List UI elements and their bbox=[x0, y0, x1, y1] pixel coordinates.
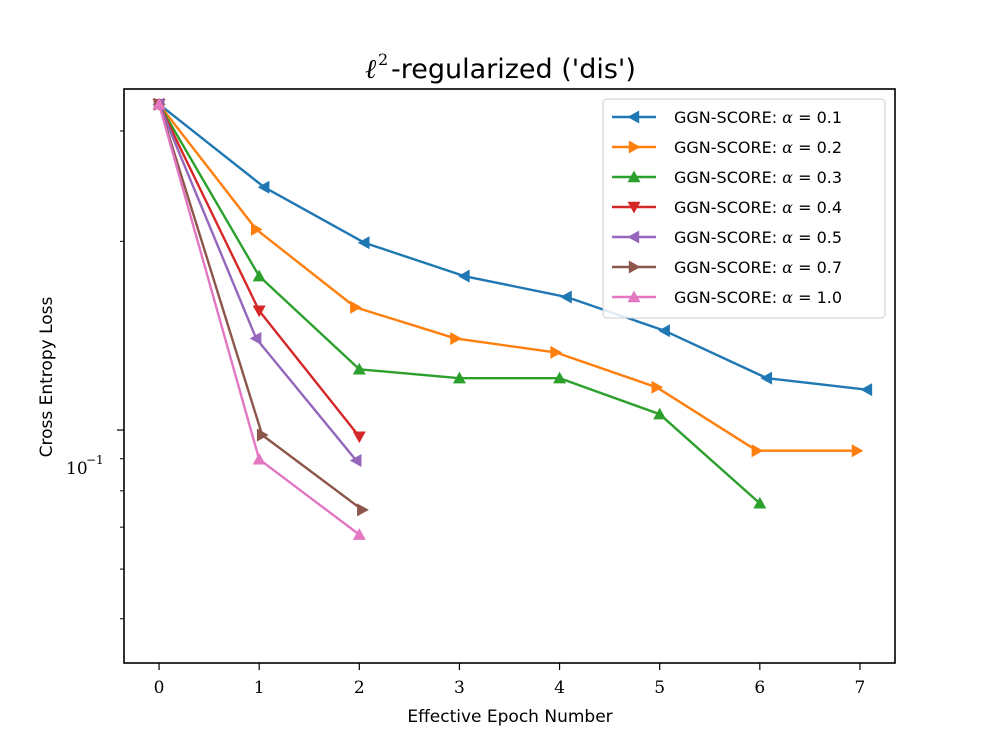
legend-label-prefix: GGN-SCORE: bbox=[674, 198, 782, 217]
legend-item-0: GGN-SCORE: α = 0.1 bbox=[612, 108, 842, 127]
legend-label-value: = 0.4 bbox=[793, 198, 842, 217]
y-axis-label: Cross Entropy Loss bbox=[37, 296, 57, 457]
x-tick-label-7: 7 bbox=[855, 678, 866, 698]
y-tick-label-exponent: −1 bbox=[86, 453, 104, 467]
plot-frame bbox=[123, 88, 896, 664]
legend-label-alpha: α bbox=[782, 138, 793, 157]
legend-label-alpha: α bbox=[782, 198, 793, 217]
series-0-point-3 bbox=[457, 269, 470, 283]
legend-label-5: GGN-SCORE: α = 0.7 bbox=[674, 258, 842, 277]
series-6-point-2 bbox=[352, 528, 366, 540]
series-1-point-7 bbox=[851, 444, 864, 458]
legend-marker-5 bbox=[628, 260, 641, 274]
legend-label-alpha: α bbox=[782, 288, 793, 307]
series-3-point-1 bbox=[252, 305, 266, 318]
series-0-point-4 bbox=[560, 290, 572, 304]
series-0-point-2 bbox=[357, 236, 370, 250]
series-2-point-3 bbox=[452, 371, 466, 384]
legend-label-2: GGN-SCORE: α = 0.3 bbox=[674, 168, 842, 187]
series-line-0 bbox=[158, 103, 868, 391]
series-2-point-4 bbox=[553, 371, 567, 384]
series-line-4 bbox=[157, 103, 358, 462]
series-0-point-6 bbox=[760, 371, 773, 385]
series-6-point-0 bbox=[152, 97, 166, 110]
legend-marker-3 bbox=[627, 201, 641, 214]
x-tick-label-2: 2 bbox=[354, 678, 365, 698]
x-tick-label-5: 5 bbox=[654, 678, 665, 698]
legend-item-3: GGN-SCORE: α = 0.4 bbox=[612, 198, 842, 217]
legend-marker-4 bbox=[627, 230, 640, 244]
series-6-point-1 bbox=[252, 452, 266, 465]
legend-item-2: GGN-SCORE: α = 0.3 bbox=[612, 168, 842, 187]
x-tick-label-6: 6 bbox=[754, 678, 765, 698]
series-0-point-7 bbox=[860, 383, 873, 397]
legend-item-6: GGN-SCORE: α = 1.0 bbox=[612, 288, 842, 307]
legend-label-alpha: α bbox=[782, 228, 793, 247]
series-2-point-1 bbox=[252, 269, 266, 282]
legend-label-prefix: GGN-SCORE: bbox=[674, 138, 782, 157]
legend-item-5: GGN-SCORE: α = 0.7 bbox=[612, 258, 842, 277]
legend-label-prefix: GGN-SCORE: bbox=[674, 228, 782, 247]
legend-item-4: GGN-SCORE: α = 0.5 bbox=[612, 228, 842, 247]
legend-label-prefix: GGN-SCORE: bbox=[674, 258, 782, 277]
legend-label-6: GGN-SCORE: α = 1.0 bbox=[674, 288, 842, 307]
legend-marker-0 bbox=[627, 110, 640, 124]
chart-title-ell: ℓ bbox=[365, 54, 377, 85]
x-axis-label: Effective Epoch Number bbox=[407, 707, 612, 727]
legend-label-value: = 0.1 bbox=[793, 108, 842, 127]
series-0 bbox=[152, 97, 873, 397]
x-tick-label-3: 3 bbox=[454, 678, 465, 698]
series-line-1 bbox=[158, 103, 857, 452]
series-1 bbox=[153, 97, 864, 458]
legend-label-prefix: GGN-SCORE: bbox=[674, 288, 782, 307]
legend-label-alpha: α bbox=[782, 168, 793, 187]
legend-label-value: = 1.0 bbox=[793, 288, 842, 307]
legend-label-prefix: GGN-SCORE: bbox=[674, 168, 782, 187]
legend-label-value: = 0.2 bbox=[793, 138, 842, 157]
x-tick-label-4: 4 bbox=[554, 678, 565, 698]
x-tick-label-0: 0 bbox=[154, 678, 165, 698]
series-1-point-5 bbox=[651, 380, 664, 394]
series-5-point-1 bbox=[256, 428, 269, 442]
series-0-point-1 bbox=[257, 180, 270, 194]
legend-label-value: = 0.3 bbox=[793, 168, 842, 187]
legend-label-alpha: α bbox=[782, 258, 793, 277]
series-2-point-2 bbox=[352, 362, 366, 375]
series-1-point-4 bbox=[550, 345, 563, 359]
legend-label-4: GGN-SCORE: α = 0.5 bbox=[674, 228, 842, 247]
legend-item-1: GGN-SCORE: α = 0.2 bbox=[612, 138, 842, 157]
chart-title-sup: 2 bbox=[378, 50, 388, 69]
series-6 bbox=[152, 97, 366, 540]
series-2-point-6 bbox=[753, 496, 767, 509]
legend-marker-2 bbox=[627, 170, 641, 183]
legend-marker-6 bbox=[627, 290, 641, 303]
series-layer bbox=[152, 97, 873, 540]
series-2-point-5 bbox=[653, 407, 667, 420]
legend-label-value: = 0.7 bbox=[793, 258, 842, 277]
series-1-point-3 bbox=[450, 331, 462, 345]
series-3-point-2 bbox=[352, 431, 366, 444]
chart-title: -regularized ('dis') bbox=[391, 54, 636, 85]
series-1-point-1 bbox=[250, 222, 263, 236]
legend-label-3: GGN-SCORE: α = 0.4 bbox=[674, 198, 842, 217]
x-axis-ticks: 0 1 2 3 4 5 6 7 bbox=[154, 663, 866, 698]
y-tick-label-base: 10 bbox=[66, 459, 88, 479]
x-tick-label-1: 1 bbox=[254, 678, 265, 698]
legend-label-alpha: α bbox=[782, 108, 793, 127]
legend-label-value: = 0.5 bbox=[793, 228, 842, 247]
series-5-point-2 bbox=[357, 503, 369, 517]
legend-label-0: GGN-SCORE: α = 0.1 bbox=[674, 108, 842, 127]
series-0-point-5 bbox=[658, 324, 670, 338]
series-4-point-1 bbox=[249, 331, 262, 345]
series-1-point-6 bbox=[751, 444, 764, 458]
series-1-point-2 bbox=[350, 300, 362, 314]
legend-label-1: GGN-SCORE: α = 0.2 bbox=[674, 138, 842, 157]
series-4-point-2 bbox=[349, 454, 362, 468]
legend-label-prefix: GGN-SCORE: bbox=[674, 108, 782, 127]
legend-marker-1 bbox=[628, 140, 641, 154]
legend-box bbox=[602, 98, 886, 319]
y-axis-ticks bbox=[117, 130, 124, 620]
